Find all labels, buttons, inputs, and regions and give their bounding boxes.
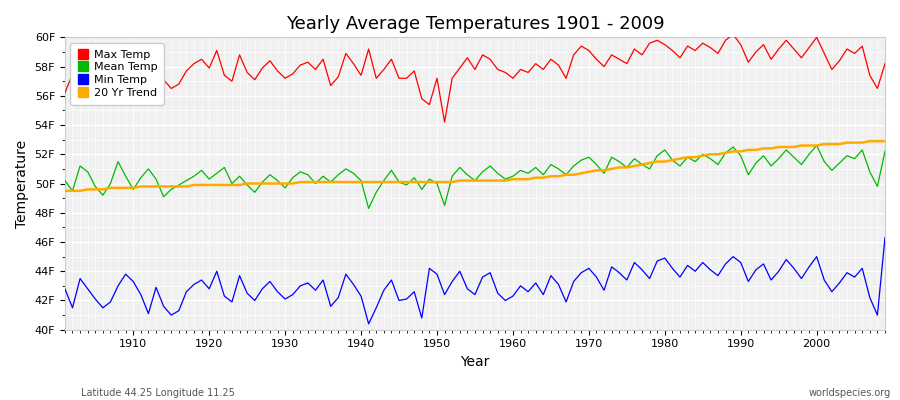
Title: Yearly Average Temperatures 1901 - 2009: Yearly Average Temperatures 1901 - 2009: [285, 15, 664, 33]
Legend: Max Temp, Mean Temp, Min Temp, 20 Yr Trend: Max Temp, Mean Temp, Min Temp, 20 Yr Tre…: [70, 43, 164, 104]
Text: Latitude 44.25 Longitude 11.25: Latitude 44.25 Longitude 11.25: [81, 388, 235, 398]
Y-axis label: Temperature: Temperature: [15, 140, 29, 228]
Text: worldspecies.org: worldspecies.org: [809, 388, 891, 398]
X-axis label: Year: Year: [460, 355, 490, 369]
